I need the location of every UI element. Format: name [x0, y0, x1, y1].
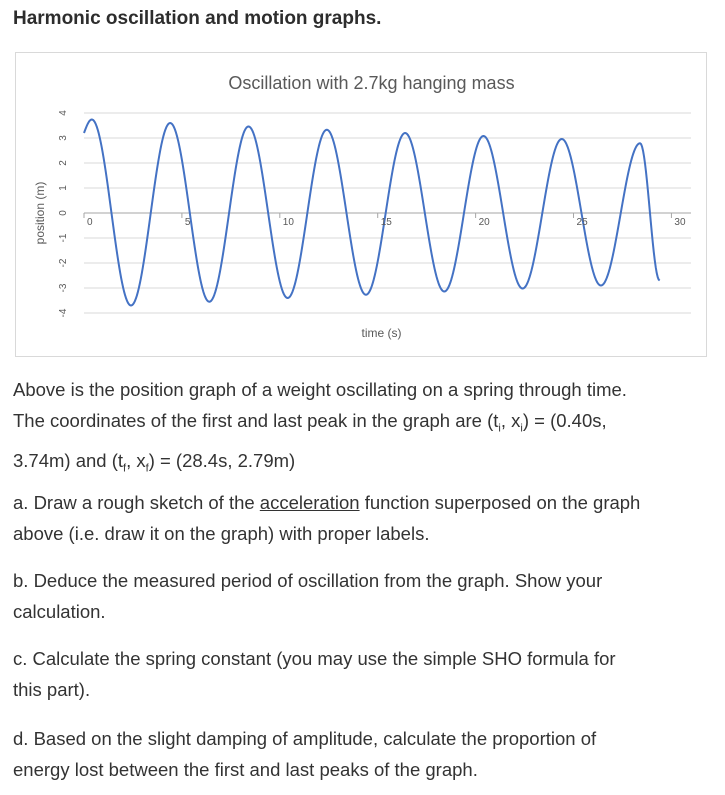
x-tick-label: 30 [674, 217, 686, 228]
intro-line-3a: 3.74m) and (t [13, 449, 124, 471]
intro-paragraph: Above is the position graph of a weight … [13, 374, 713, 484]
sub-i-2: i [520, 422, 523, 435]
question-d-line-2: energy lost between the first and last p… [13, 759, 478, 780]
intro-line-2a: The coordinates of the first and last pe… [13, 410, 499, 431]
x-tick-label: 25 [577, 217, 589, 228]
sub-i-1: i [498, 422, 501, 435]
intro-line-1: Above is the position graph of a weight … [13, 379, 627, 400]
question-a-pre: a. Draw a rough sketch of the [13, 492, 260, 513]
position-series-line [83, 118, 661, 307]
intro-line-3b: ) = (28.4s, 2.79m) [148, 449, 296, 471]
intro-line-2b: ) = (0.40s, [522, 410, 607, 431]
y-tick-label: 2 [58, 160, 69, 166]
y-tick-label: 0 [58, 210, 69, 216]
intro-sep-2: , x [126, 449, 146, 471]
question-d: d. Based on the slight damping of amplit… [13, 723, 713, 785]
x-tick-label: 5 [185, 217, 191, 228]
y-tick-label: -1 [58, 233, 69, 242]
x-tick-label: 15 [381, 217, 393, 228]
question-a-post: function superposed on the graph [359, 492, 641, 513]
question-a-line-1: a. Draw a rough sketch of the accelerati… [13, 487, 713, 518]
y-axis-label: position (m) [33, 182, 47, 245]
y-tick-label: 3 [58, 135, 69, 141]
chart-grid [84, 112, 691, 314]
question-a: a. Draw a rough sketch of the accelerati… [13, 487, 713, 549]
y-tick-label: -2 [58, 258, 69, 267]
question-c-line-2: this part). [13, 679, 91, 700]
y-tick-label: -3 [58, 283, 69, 292]
page-heading: Harmonic oscillation and motion graphs. [13, 8, 382, 29]
x-tick-label: 10 [283, 217, 295, 228]
question-c-line-1: c. Calculate the spring constant (you ma… [13, 648, 616, 669]
intro-line-2: The coordinates of the first and last pe… [13, 405, 713, 445]
intro-sep-1: , x [500, 410, 521, 431]
chart-title: Oscillation with 2.7kg hanging mass [228, 73, 514, 93]
x-tick-label: 0 [87, 217, 93, 228]
question-b-line-1: b. Deduce the measured period of oscilla… [13, 570, 603, 591]
sub-f-1: f [123, 462, 127, 475]
sub-f-2: f [145, 462, 149, 475]
question-a-line-2: above (i.e. draw it on the graph) with p… [13, 523, 430, 544]
x-axis-label: time (s) [362, 326, 402, 340]
chart-axes [83, 212, 691, 218]
question-b: b. Deduce the measured period of oscilla… [13, 565, 713, 627]
intro-line-3: 3.74m) and (tf, xf) = (28.4s, 2.79m) [13, 445, 713, 485]
chart-container: 4 3 2 1 0 -1 -2 -3 -4 0 5 10 15 20 25 30 Oscillation wit… [15, 52, 707, 357]
x-tick-label: 20 [479, 217, 491, 228]
question-b-line-2: calculation. [13, 601, 106, 622]
question-d-line-1: d. Based on the slight damping of amplit… [13, 728, 597, 749]
y-tick-label: 1 [58, 185, 69, 191]
question-c: c. Calculate the spring constant (you ma… [13, 643, 713, 705]
y-tick-label: 4 [58, 110, 69, 116]
question-a-underlined: acceleration [259, 492, 360, 513]
y-tick-label: -4 [58, 308, 69, 317]
chart-series [83, 118, 661, 307]
